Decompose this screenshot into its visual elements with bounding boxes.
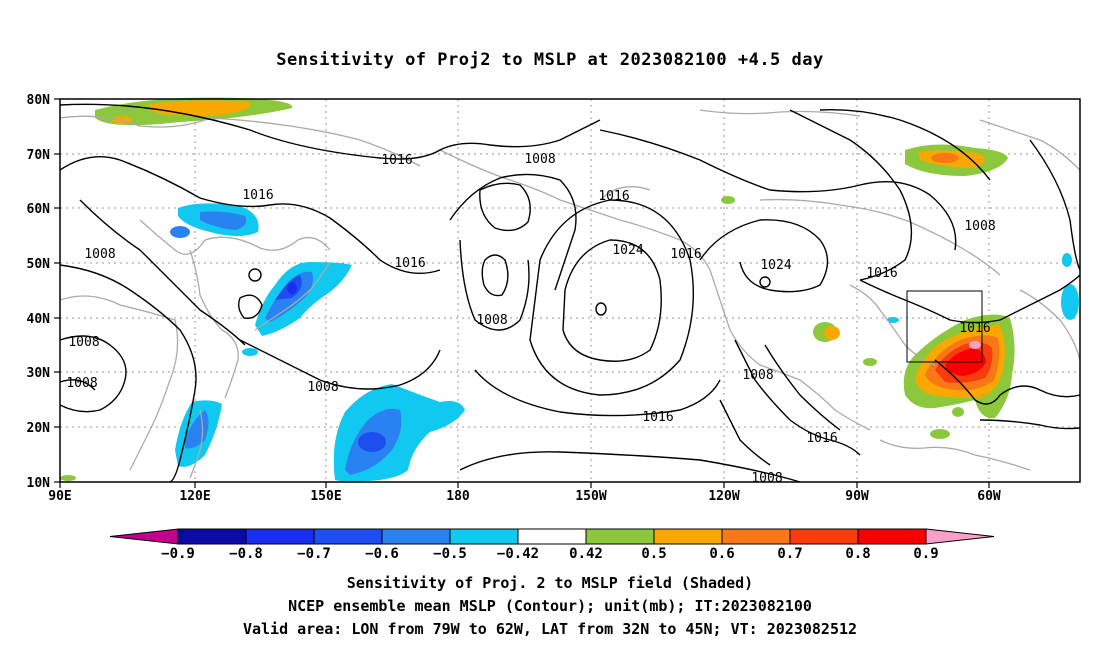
colorbar-box xyxy=(721,528,791,545)
colorbar-label: 0.42 xyxy=(569,546,603,562)
colorbar-label: 0.9 xyxy=(913,546,938,562)
lat-label: 40N xyxy=(27,312,51,327)
lon-label: 150W xyxy=(575,489,606,504)
latitude-labels: 80N 70N 60N 50N 40N 30N 20N 10N xyxy=(27,93,51,491)
lon-label: 180 xyxy=(446,489,470,504)
contour-label: 1024 xyxy=(760,258,791,273)
contour-label: 1024 xyxy=(612,243,643,258)
contour-label: 1016 xyxy=(394,256,425,271)
lat-label: 20N xyxy=(27,421,51,436)
contour-label: 1008 xyxy=(964,219,995,234)
longitude-labels: 90E 120E 150E 180 150W 120W 90W 60W xyxy=(48,489,1001,504)
contour-label: 1016 xyxy=(242,188,273,203)
lon-label: 60W xyxy=(977,489,1001,504)
map-title: Sensitivity of Proj2 to MSLP at 20230821… xyxy=(276,50,824,70)
contour-label: 1016 xyxy=(598,189,629,204)
colorbar-label: −0.6 xyxy=(365,546,399,562)
lon-label: 150E xyxy=(310,489,341,504)
lat-label: 80N xyxy=(27,93,51,108)
colorbar-label: −0.5 xyxy=(433,546,467,562)
lon-label: 90E xyxy=(48,489,71,504)
contour-label: 1008 xyxy=(742,368,773,383)
contour-label: 1008 xyxy=(68,335,99,350)
mslp-contours xyxy=(59,103,1081,483)
contour-label: 1008 xyxy=(476,313,507,328)
colorbar-box xyxy=(517,528,587,545)
colorbar-label: −0.42 xyxy=(497,546,539,562)
valid-area-box xyxy=(906,290,983,363)
colorbar-box xyxy=(245,528,315,545)
contour-label: 1008 xyxy=(84,247,115,262)
lat-label: 70N xyxy=(27,148,51,163)
colorbar-label: −0.8 xyxy=(229,546,263,562)
caption-contour: NCEP ensemble mean MSLP (Contour); unit(… xyxy=(288,597,812,615)
colorbar-box xyxy=(381,528,451,545)
contour-label: 1016 xyxy=(381,153,412,168)
map-frame xyxy=(59,98,1081,483)
colorbar-triangle-high xyxy=(925,528,995,545)
colorbar-label: 0.5 xyxy=(641,546,666,562)
lon-label: 90W xyxy=(845,489,869,504)
contour-label: 1016 xyxy=(866,266,897,281)
contour-label: 1016 xyxy=(806,431,837,446)
colorbar-box xyxy=(857,528,927,545)
contour-label: 1008 xyxy=(751,471,782,486)
axis-ticks xyxy=(54,98,990,488)
colorbar-box xyxy=(653,528,723,545)
sensitivity-shading xyxy=(60,97,1079,482)
colorbar-triangle-low xyxy=(109,528,179,545)
lat-label: 30N xyxy=(27,366,51,381)
lat-label: 50N xyxy=(27,257,51,272)
caption-valid-area: Valid area: LON from 79W to 62W, LAT fro… xyxy=(242,620,858,638)
contour-label: 1008 xyxy=(524,152,555,167)
colorbar-box xyxy=(313,528,383,545)
colorbar-label: 0.8 xyxy=(845,546,870,562)
lon-label: 120E xyxy=(179,489,210,504)
contour-label: 1016 xyxy=(642,410,673,425)
contour-label: 1016 xyxy=(670,247,701,262)
colorbar-label: 0.7 xyxy=(777,546,802,562)
lat-label: 10N xyxy=(27,476,51,491)
lat-label: 60N xyxy=(27,202,51,217)
colorbar-labels: −0.9 −0.8 −0.7 −0.6 −0.5 −0.42 0.42 0.5 0.6 0.7 0.… xyxy=(161,546,939,562)
colorbar-label: 0.6 xyxy=(709,546,734,562)
contour-label: 1016 xyxy=(959,321,990,336)
colorbar-box xyxy=(449,528,519,545)
colorbar-label: −0.7 xyxy=(297,546,331,562)
colorbar-label: −0.9 xyxy=(161,546,195,562)
contour-label: 1008 xyxy=(307,380,338,395)
caption-shading: Sensitivity of Proj. 2 to MSLP field (Sh… xyxy=(346,574,754,592)
colorbar-box xyxy=(177,528,247,545)
colorbar xyxy=(109,528,995,545)
lon-label: 120W xyxy=(708,489,739,504)
colorbar-box xyxy=(789,528,859,545)
contour-label: 1008 xyxy=(66,376,97,391)
colorbar-box xyxy=(585,528,655,545)
contour-labels: 1016 1008 1016 1008 1016 1024 1016 1024 … xyxy=(66,152,995,486)
